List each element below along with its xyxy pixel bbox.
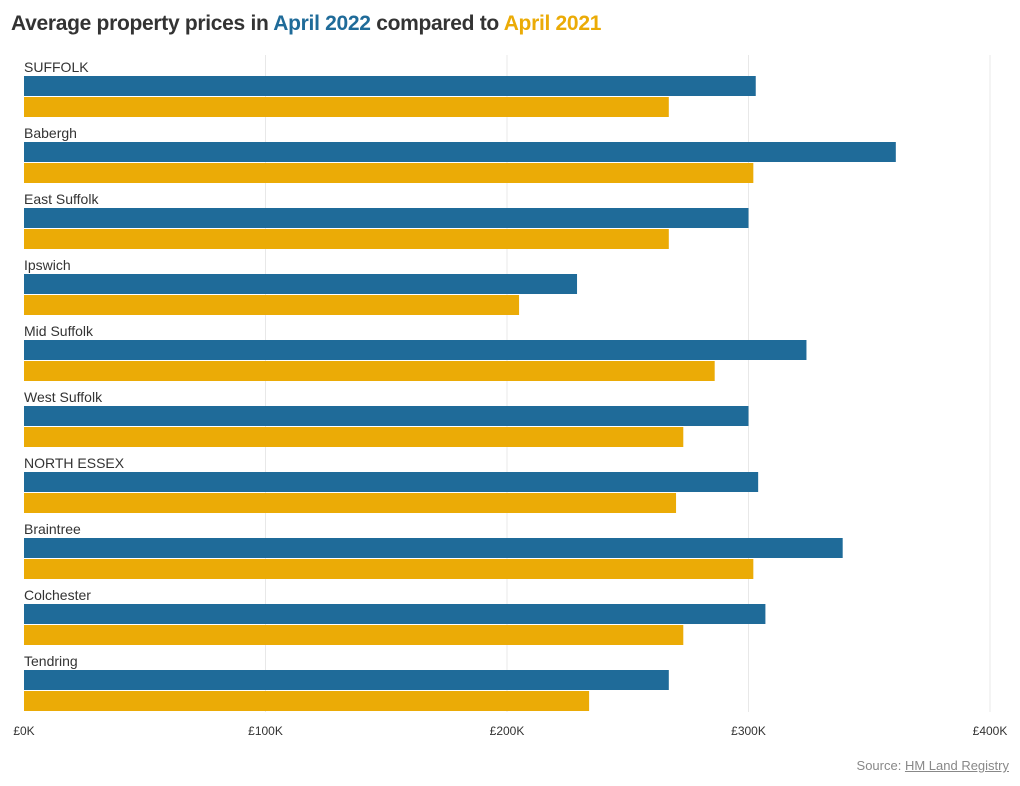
bar-2021 [24,493,677,513]
x-tick-label: £400K [973,724,1008,738]
bar-2021 [24,361,715,381]
x-tick-label: £0K [13,724,34,738]
bar-2021 [24,229,669,249]
bar-2022 [24,76,756,96]
category-label: Ipswich [24,257,71,273]
bar-2021 [24,691,590,711]
category-label: Babergh [24,125,77,141]
chart-title: Average property prices in April 2022 co… [11,12,601,36]
bar-2022 [24,472,759,492]
bar-2021 [24,97,669,117]
source-link[interactable]: HM Land Registry [904,758,1009,773]
bar-2022 [24,406,749,426]
source-label: Source: [856,758,905,773]
title-series-2021: April 2021 [503,12,602,35]
bar-2021 [24,295,520,315]
title-middle: compared to [370,12,504,35]
x-tick-label: £300K [731,724,766,738]
bar-2021 [24,559,754,579]
x-tick-label: £200K [490,724,525,738]
title-prefix: Average property prices in [11,12,274,35]
category-label: NORTH ESSEX [24,455,125,471]
bar-2022 [24,274,578,294]
category-label: East Suffolk [24,191,99,207]
category-label: Tendring [24,653,78,669]
bar-2022 [24,538,843,558]
source-note: Source: HM Land Registry [857,758,1009,773]
bar-2022 [24,142,896,162]
bar-2022 [24,208,749,228]
bar-2021 [24,625,684,645]
category-label: Mid Suffolk [24,323,94,339]
category-label: West Suffolk [24,389,103,405]
bar-2022 [24,604,766,624]
bar-2021 [24,427,684,447]
bar-2021 [24,163,754,183]
category-label: SUFFOLK [24,59,89,75]
bar-2022 [24,670,669,690]
x-tick-label: £100K [248,724,283,738]
title-series-2022: April 2022 [273,12,371,35]
bar-2022 [24,340,807,360]
category-label: Braintree [24,521,81,537]
category-label: Colchester [24,587,91,603]
